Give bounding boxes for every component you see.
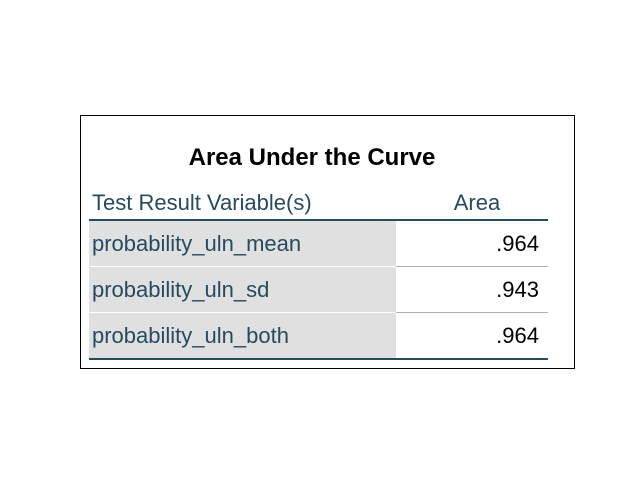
row-value-area: .964	[396, 220, 548, 267]
column-header-area: Area	[396, 186, 548, 221]
auc-table: Test Result Variable(s) Area probability…	[89, 186, 548, 360]
table-row: probability_uln_mean .964	[89, 220, 548, 267]
row-value-area: .943	[396, 266, 548, 313]
row-label-variable: probability_uln_both	[89, 312, 396, 360]
row-label-variable: probability_uln_mean	[89, 220, 396, 267]
table-header-row: Test Result Variable(s) Area	[89, 186, 548, 221]
table-row: probability_uln_both .964	[89, 312, 548, 360]
auc-table-panel: Area Under the Curve Test Result Variabl…	[80, 115, 575, 369]
row-label-variable: probability_uln_sd	[89, 266, 396, 313]
column-header-variable: Test Result Variable(s)	[89, 186, 396, 221]
row-value-area: .964	[396, 312, 548, 360]
table-row: probability_uln_sd .943	[89, 266, 548, 313]
table-title: Area Under the Curve	[188, 144, 436, 171]
